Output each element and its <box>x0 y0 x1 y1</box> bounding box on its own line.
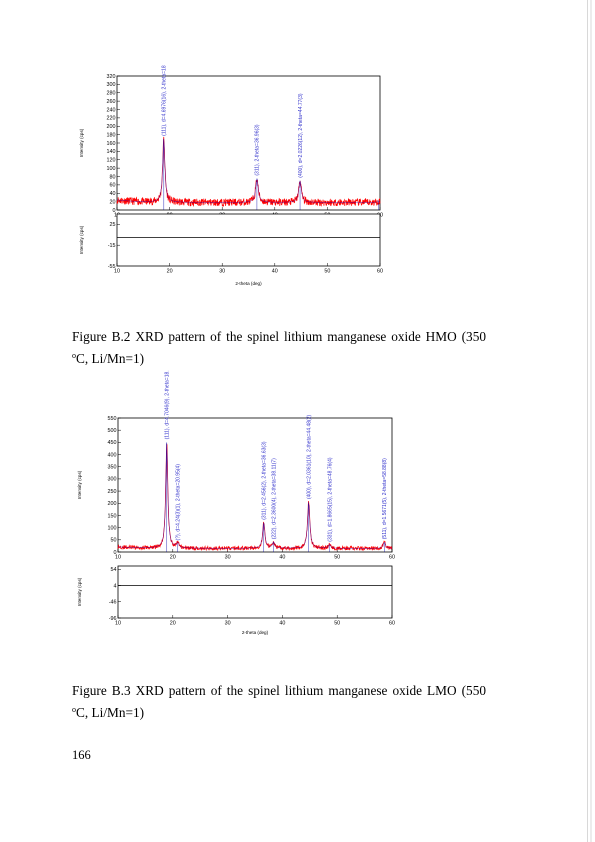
residual-x-tick-label: 60 <box>389 621 395 627</box>
plot-frame <box>116 75 381 211</box>
residual-y-tick-label: -46 <box>109 600 117 606</box>
y-tick-label: 150 <box>108 513 117 519</box>
residual-y-axis-label: Intensity (cps) <box>77 577 82 606</box>
y-axis-label: Intensity (cps) <box>77 470 82 499</box>
y-tick-label: 450 <box>108 440 117 446</box>
y-tick-label: 220 <box>107 116 116 122</box>
xrd-chart-B.2: 0 20 40 60 80 100 120 140 160 180 200 220 240 260 280 3… <box>79 65 383 286</box>
residual-frame <box>116 213 381 267</box>
page-number: 166 <box>72 748 91 762</box>
residual-x-tick-label: 50 <box>334 621 340 627</box>
residual-x-tick-label: 40 <box>279 621 285 627</box>
y-tick-label: 180 <box>107 132 116 138</box>
residual-frame <box>117 565 393 619</box>
y-tick-label: 260 <box>107 99 116 105</box>
x-tick-label: 30 <box>225 555 231 561</box>
residual-y-tick-label: 4 <box>114 583 117 589</box>
x-tick-label: 10 <box>115 555 121 561</box>
y-tick-label: 200 <box>107 124 116 130</box>
residual-y-tick-label: -55 <box>108 264 116 270</box>
peak-label: (331), d=1.8665(15), 2-theta=48.76(4) <box>327 457 333 542</box>
figure-b2-caption-text: Figure B.2 XRD pattern of the spinel lit… <box>72 329 486 344</box>
figure-b2-caption: Figure B.2 XRD pattern of the spinel lit… <box>72 326 486 370</box>
y-tick-label: 40 <box>110 191 116 197</box>
peak-label: (400), d=2.0361(10), 2-theta=44.48(2) <box>307 414 313 499</box>
y-tick-label: 200 <box>108 501 117 507</box>
residual-x-tick-label: 10 <box>115 621 121 627</box>
degree-sup: o <box>72 705 76 714</box>
residual-x-tick-label: 30 <box>219 269 225 275</box>
residual-x-tick-label: 10 <box>114 269 120 275</box>
y-tick-label: 140 <box>107 149 116 155</box>
peak-label: (511), d=1.5671(5), 2-theta=58.88(8) <box>382 458 388 539</box>
y-tick-label: 80 <box>110 174 116 180</box>
y-tick-label: 100 <box>108 525 117 531</box>
x-tick-label: 60 <box>389 555 395 561</box>
residual-x-tick-label: 60 <box>377 269 383 275</box>
residual-x-tick-label: 20 <box>170 621 176 627</box>
y-tick-label: 300 <box>107 82 116 88</box>
page-edge-shadow <box>590 0 592 842</box>
page-edge-line <box>587 0 588 842</box>
figure-b3-caption-text: Figure B.3 XRD pattern of the spinel lit… <box>72 683 486 698</box>
residual-x-tick-label: 30 <box>225 621 231 627</box>
fitted-profile-line <box>117 443 393 549</box>
y-tick-label: 250 <box>108 489 117 495</box>
y-tick-label: 0 <box>113 208 116 214</box>
plot-frame <box>117 417 393 553</box>
y-tick-label: 280 <box>107 91 116 97</box>
y-tick-label: 550 <box>108 416 117 422</box>
figure-b2-caption-text-end: C, Li/Mn=1) <box>76 351 145 366</box>
x-axis-label: 2-theta (deg) <box>242 630 269 635</box>
residual-y-tick-label: -96 <box>109 616 117 622</box>
y-axis-label: Intensity (cps) <box>79 128 84 157</box>
y-tick-label: 0 <box>114 550 117 556</box>
peak-label: (311), 2-theta=36.96(3) <box>255 124 261 176</box>
x-tick-label: 40 <box>279 555 285 561</box>
x-axis-label: 2-theta (deg) <box>235 281 262 286</box>
y-tick-label: 50 <box>111 538 117 544</box>
y-tick-label: 320 <box>107 74 116 80</box>
peak-label: (111), d=4.6976(16), 2-theta=18 <box>162 65 168 136</box>
y-tick-label: 240 <box>107 107 116 113</box>
x-tick-label: 50 <box>334 555 340 561</box>
peak-label: (400), d=2.0226(12), 2-theta=44.77(3) <box>298 93 304 178</box>
residual-y-tick-label: -15 <box>108 243 116 249</box>
peak-label: (?), d=4.24(3)(1), 2-theta=20.95(4) <box>176 464 182 541</box>
y-tick-label: 400 <box>108 452 117 458</box>
x-tick-label: 20 <box>170 555 176 561</box>
observed-pattern-line <box>116 136 381 208</box>
peak-label: (222), d=2.3600(4), 2-theta=38.11(7) <box>271 458 277 539</box>
peak-label: (311), d=2.456(2), 2-theta=36.63(3) <box>262 441 268 520</box>
y-tick-label: 60 <box>110 183 116 189</box>
figure-b3-caption: Figure B.3 XRD pattern of the spinel lit… <box>72 680 486 724</box>
y-tick-label: 300 <box>108 477 117 483</box>
residual-x-tick-label: 20 <box>167 269 173 275</box>
residual-y-axis-label: Intensity (cps) <box>79 225 84 254</box>
y-tick-label: 120 <box>107 158 116 164</box>
residual-y-tick-label: 54 <box>111 567 117 573</box>
y-tick-label: 500 <box>108 428 117 434</box>
residual-y-tick-label: 25 <box>110 222 116 228</box>
y-tick-label: 350 <box>108 465 117 471</box>
fitted-profile-line <box>116 139 381 203</box>
y-tick-label: 100 <box>107 166 116 172</box>
degree-sup: o <box>72 351 76 360</box>
figure-b3-caption-text-end: C, Li/Mn=1) <box>76 705 145 720</box>
peak-label: (111), d=4.7046(9), 2-theta=18. <box>165 370 171 439</box>
y-tick-label: 20 <box>110 199 116 205</box>
residual-x-tick-label: 40 <box>272 269 278 275</box>
residual-x-tick-label: 50 <box>324 269 330 275</box>
y-tick-label: 160 <box>107 141 116 147</box>
